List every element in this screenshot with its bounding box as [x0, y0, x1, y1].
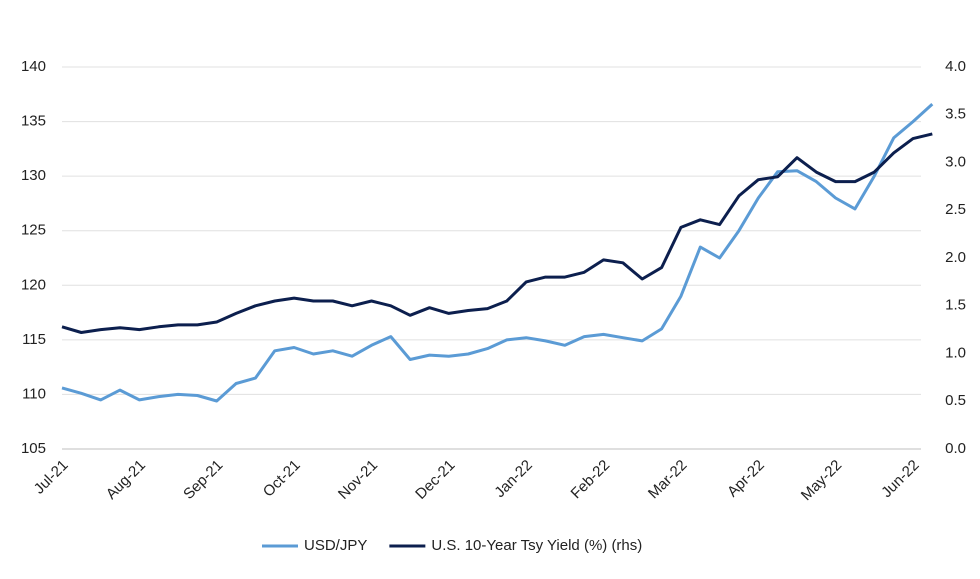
series-line: [61, 132, 933, 334]
x-tick-label: Jul-21: [31, 457, 72, 498]
x-tick-label: Jan-22: [491, 457, 535, 501]
y2-tick-label: 0.5: [945, 392, 966, 409]
y2-tick-label: 3.0: [945, 153, 966, 170]
x-tick-label: Dec-21: [412, 457, 458, 503]
y-tick-label: 110: [22, 385, 46, 402]
y-tick-label: 130: [21, 167, 46, 184]
y2-tick-label: 1.0: [945, 344, 966, 361]
series-line: [61, 102, 934, 403]
y-tick-label: 140: [21, 58, 46, 75]
x-tick-label: Apr-22: [724, 457, 768, 501]
y2-tick-label: 1.5: [945, 297, 966, 314]
y2-tick-label: 3.5: [945, 106, 966, 123]
y-tick-label: 135: [21, 113, 46, 130]
x-tick-label: Sep-21: [180, 457, 226, 503]
x-tick-label: Jun-22: [878, 457, 922, 501]
x-tick-label: Nov-21: [335, 457, 381, 503]
y2-tick-label: 2.0: [945, 249, 966, 266]
y-tick-label: 120: [21, 276, 46, 293]
y2-tick-label: 4.0: [945, 58, 966, 75]
x-tick-label: Aug-21: [103, 457, 149, 503]
y-tick-label: 125: [21, 222, 46, 239]
x-tick-label: May-22: [798, 457, 845, 504]
y-tick-label: 115: [22, 331, 46, 348]
legend-label: USD/JPY: [304, 537, 367, 554]
y-tick-label: 105: [21, 440, 46, 457]
y2-tick-label: 0.0: [945, 440, 966, 457]
x-tick-label: Mar-22: [645, 457, 691, 503]
x-tick-label: Feb-22: [568, 457, 614, 503]
y2-tick-label: 2.5: [945, 201, 966, 218]
x-tick-label: Oct-21: [260, 457, 304, 501]
legend-label: U.S. 10-Year Tsy Yield (%) (rhs): [431, 537, 642, 554]
